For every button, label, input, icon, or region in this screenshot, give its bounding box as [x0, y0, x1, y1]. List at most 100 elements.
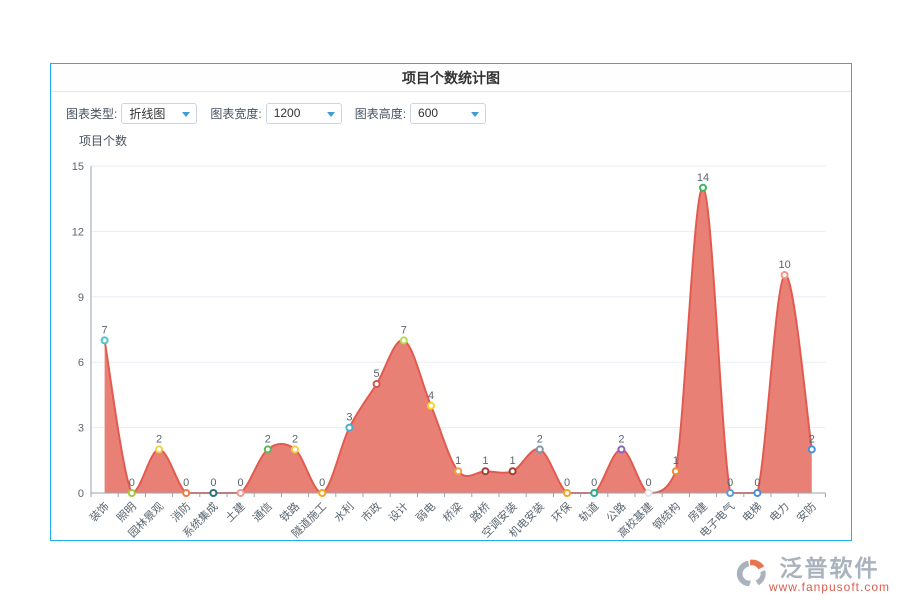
x-category-label: 房建 — [685, 499, 710, 524]
page-title: 项目个数统计图 — [402, 69, 500, 86]
x-category-label: 水利 — [332, 500, 357, 525]
x-category-label: 装饰 — [86, 499, 111, 524]
data-point[interactable] — [155, 445, 163, 454]
value-label: 2 — [265, 433, 271, 445]
data-point[interactable] — [481, 467, 490, 476]
value-label: 4 — [428, 390, 434, 402]
value-label: 7 — [401, 324, 407, 336]
data-point[interactable] — [236, 489, 245, 497]
data-point[interactable] — [291, 445, 299, 454]
value-label: 2 — [292, 433, 298, 445]
data-point[interactable] — [263, 445, 272, 454]
value-label: 1 — [482, 455, 488, 467]
value-label: 0 — [564, 477, 570, 489]
value-label: 1 — [673, 455, 679, 467]
chart-width-value: 1200 — [273, 106, 301, 120]
value-label: 1 — [510, 455, 516, 467]
data-point[interactable] — [563, 489, 571, 497]
y-tick-label: 12 — [72, 226, 84, 238]
value-label: 5 — [374, 368, 380, 380]
data-point[interactable] — [726, 489, 735, 497]
data-point[interactable] — [372, 380, 381, 388]
x-category-label: 安防 — [793, 499, 818, 524]
x-category-label: 市政 — [358, 499, 383, 524]
value-label: 0 — [210, 477, 216, 489]
data-point[interactable] — [535, 445, 544, 454]
brand-name: 泛普软件 — [779, 555, 880, 581]
chart-height-select[interactable]: 600 — [410, 102, 487, 124]
data-point[interactable] — [780, 271, 789, 279]
value-label: 10 — [778, 259, 790, 271]
data-point[interactable] — [644, 489, 653, 497]
x-category-label: 消防 — [168, 499, 193, 524]
chart-height-group: 图表高度: 600 — [354, 102, 487, 124]
chart-type-value: 折线图 — [129, 106, 166, 121]
value-label: 0 — [754, 477, 760, 489]
value-label: 2 — [618, 433, 624, 445]
panel-header: 项目个数统计图 — [51, 64, 851, 92]
value-label: 7 — [102, 324, 108, 336]
x-category-label: 电梯 — [740, 500, 765, 525]
value-label: 14 — [697, 172, 709, 184]
value-label: 2 — [537, 433, 543, 445]
chart-height-label: 图表高度: — [354, 106, 407, 121]
y-axis-title: 项目个数 — [79, 133, 127, 148]
value-label: 2 — [809, 433, 815, 445]
chart-width-label: 图表宽度: — [210, 106, 262, 121]
chart-height-value: 600 — [418, 106, 439, 120]
x-category-label: 设计 — [386, 500, 411, 525]
value-label: 2 — [156, 433, 162, 445]
x-category-label: 桥梁 — [440, 499, 465, 524]
data-point[interactable] — [209, 489, 218, 497]
data-point[interactable] — [127, 489, 136, 497]
x-category-label: 照明 — [114, 500, 139, 525]
x-category-label: 轨道 — [576, 499, 601, 524]
value-label: 0 — [129, 477, 135, 489]
area-fill — [104, 187, 812, 493]
data-point[interactable] — [100, 336, 109, 345]
value-label: 0 — [319, 477, 325, 489]
data-point[interactable] — [182, 489, 191, 497]
brand-url[interactable]: www.fanpusoft.com — [768, 580, 890, 594]
value-label: 0 — [183, 477, 189, 489]
data-point[interactable] — [345, 423, 354, 432]
y-tick-label: 9 — [78, 292, 84, 304]
data-point[interactable] — [508, 467, 517, 476]
chart-type-select[interactable]: 折线图 — [121, 102, 198, 124]
x-category-label: 路桥 — [468, 500, 493, 525]
y-tick-label: 6 — [78, 357, 84, 369]
data-point[interactable] — [318, 489, 327, 497]
controls-bar: 图表类型: 折线图 图表宽度: 1200 图表高度: 600 — [51, 93, 851, 133]
data-point[interactable] — [399, 336, 408, 345]
footer-logo: 泛普软件 www.fanpusoft.com — [735, 556, 890, 594]
data-point[interactable] — [454, 467, 463, 476]
chart-width-group: 图表宽度: 1200 — [210, 102, 342, 124]
x-category-label: 钢结构 — [650, 499, 683, 532]
chevron-down-icon — [182, 111, 191, 117]
y-tick-label: 15 — [72, 161, 84, 173]
chart-width-select[interactable]: 1200 — [265, 102, 342, 124]
chart-panel: 项目个数统计图 图表类型: 折线图 图表宽度: 1200 图表高度: — [50, 63, 852, 541]
y-tick-label: 3 — [78, 423, 84, 435]
x-category-label: 电力 — [767, 500, 792, 525]
data-point[interactable] — [699, 183, 707, 192]
project-count-area-chart: 项目个数036912157装饰0照明2园林景观0消防0系统集成0土建2通信2铁路… — [72, 133, 826, 539]
fanpu-logo-icon — [736, 559, 766, 587]
value-label: 0 — [646, 477, 652, 489]
x-category-label: 环保 — [549, 499, 574, 524]
x-category-label: 弱电 — [413, 500, 438, 525]
data-point[interactable] — [807, 445, 816, 454]
value-label: 0 — [591, 477, 597, 489]
data-point[interactable] — [590, 489, 599, 497]
x-category-label: 铁路 — [277, 500, 302, 525]
value-label: 1 — [455, 455, 461, 467]
chart-type-group: 图表类型: 折线图 — [66, 102, 198, 124]
data-point[interactable] — [617, 445, 626, 454]
value-label: 0 — [238, 477, 244, 489]
data-point[interactable] — [753, 489, 762, 497]
chevron-down-icon — [326, 111, 335, 117]
y-tick-label: 0 — [78, 488, 84, 500]
data-point[interactable] — [427, 401, 435, 410]
data-point[interactable] — [671, 467, 680, 476]
